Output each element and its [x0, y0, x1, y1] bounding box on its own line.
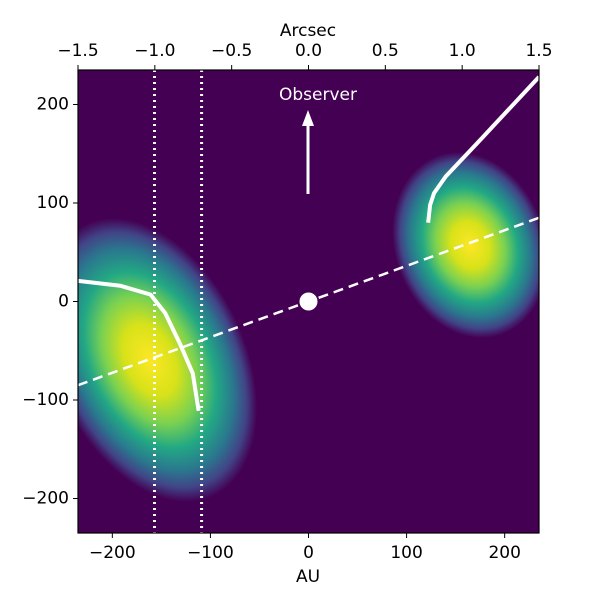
y-tick-label: 100 — [37, 193, 69, 213]
x2-tick-label: −1.0 — [134, 41, 175, 61]
annotation: Observer — [279, 85, 357, 105]
x-tick-label: −200 — [89, 543, 136, 563]
x2-tick-label: 0.5 — [372, 41, 399, 61]
x2-tick-label: 1.0 — [449, 41, 476, 61]
x-tick-label: −100 — [187, 543, 234, 563]
y-tick-label: 0 — [58, 292, 69, 312]
y-tick-label: −200 — [22, 489, 69, 509]
y-tick-label: −100 — [22, 390, 69, 410]
observer-arrowhead — [302, 110, 314, 126]
x2-axis-label: Arcsec — [280, 21, 336, 41]
x-tick-label: 100 — [390, 543, 422, 563]
curve — [426, 75, 539, 223]
x-tick-label: 200 — [488, 543, 520, 563]
curve — [78, 278, 201, 412]
x2-tick-label: −1.5 — [57, 41, 98, 61]
x2-tick-label: 1.5 — [525, 41, 552, 61]
star-point — [299, 292, 318, 311]
emission-blob — [78, 218, 257, 502]
x2-tick-label: 0.0 — [295, 41, 322, 61]
x2-tick-label: −0.5 — [211, 41, 252, 61]
lines — [78, 70, 539, 533]
x-tick-label: 0 — [303, 543, 314, 563]
y-tick-label: 200 — [37, 94, 69, 114]
x-axis-label: AU — [296, 567, 320, 587]
